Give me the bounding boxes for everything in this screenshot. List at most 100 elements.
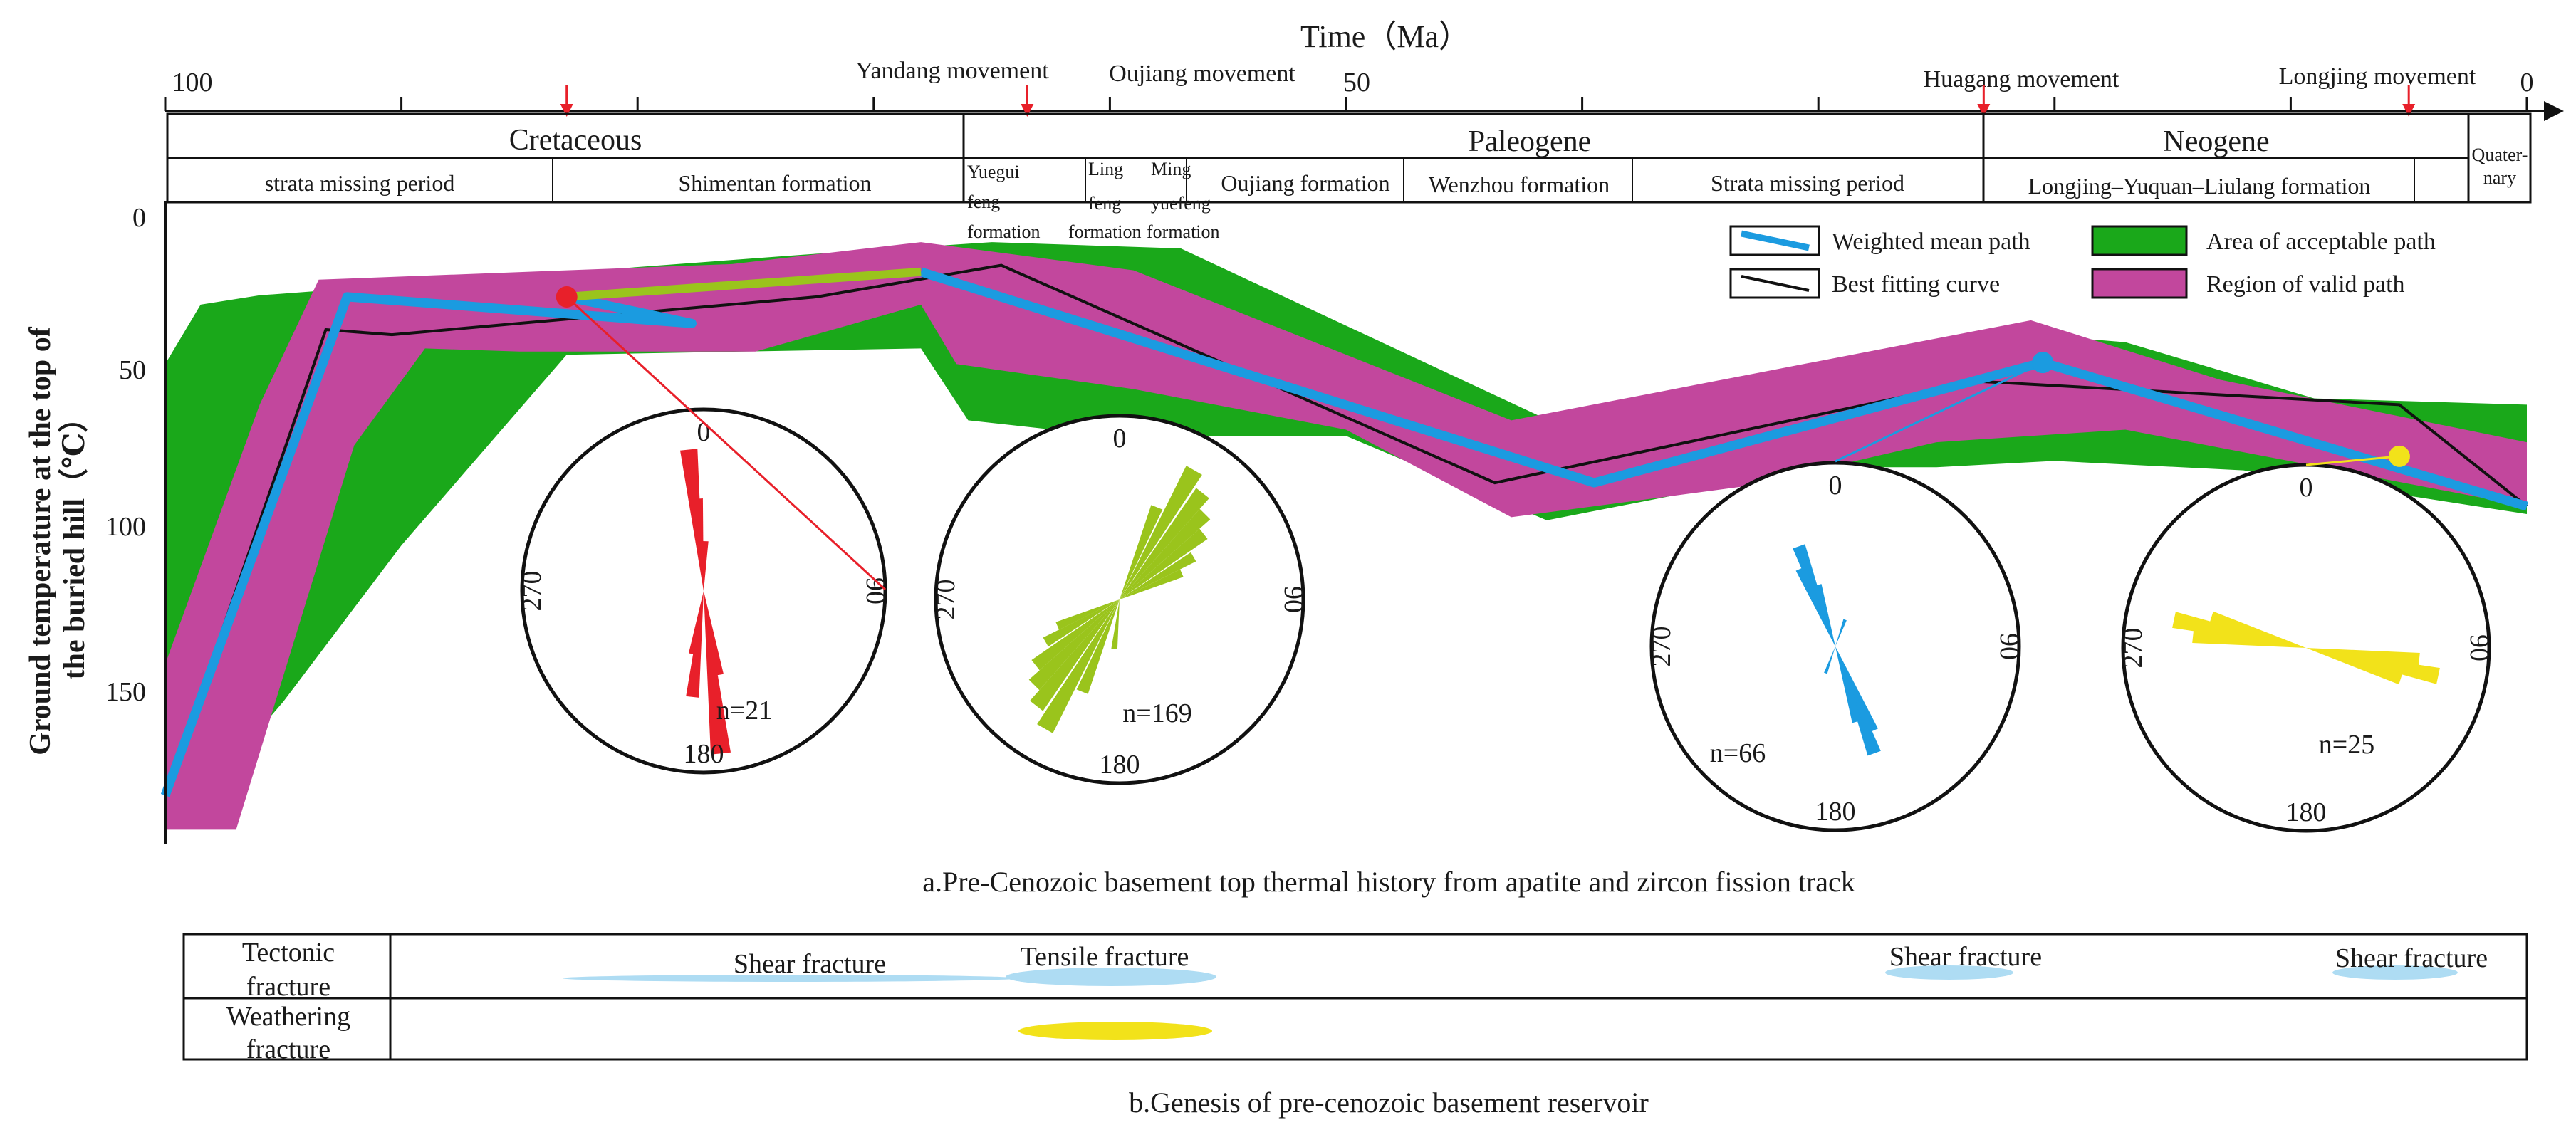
rose-petal — [1120, 505, 1163, 599]
rose-label-270: 270 — [2118, 628, 2148, 669]
rose-count-label: n=25 — [2319, 730, 2374, 760]
rose-petal — [1120, 569, 1184, 599]
rose-label-180: 180 — [1100, 750, 1140, 780]
period-quaternary: Quater- — [2472, 145, 2528, 165]
rose-petal — [1835, 646, 1878, 733]
rose-petal — [2306, 648, 2420, 667]
formation-mingyue: Ming — [1151, 159, 1191, 179]
marker-yellow — [2388, 445, 2410, 467]
rose-label-90: 90 — [1994, 633, 2024, 660]
movement-arrow-icon — [2402, 104, 2416, 117]
row-label-tectonic: Tectonic — [242, 938, 335, 968]
rose-petal — [702, 541, 709, 591]
genesis-table: Tectonic fracture Weathering fracture Sh… — [182, 933, 2528, 1064]
rose-petal — [689, 591, 704, 655]
rose-petal — [1043, 599, 1120, 647]
formation-mingyue: formation — [1147, 221, 1220, 242]
formation-lingfeng: formation — [1068, 221, 1142, 242]
rose-label-270: 270 — [931, 580, 961, 620]
legend-weighted-line — [1741, 230, 1810, 251]
legend-acceptable-label: Area of acceptable path — [2206, 229, 2436, 255]
formation-lingfeng: Ling — [1088, 159, 1123, 179]
x-tick-label: 0 — [2520, 68, 2534, 98]
caption-a: a.Pre-Cenozoic basement top thermal hist… — [922, 866, 1855, 898]
rose-diagram: 0 180 90 270 n=25 — [2118, 463, 2494, 833]
rose-petal — [1028, 599, 1120, 691]
label-tensile-fracture: Tensile fracture — [1021, 942, 1189, 972]
label-shear-fracture-2: Shear fracture — [1889, 942, 2042, 972]
tensile-fracture-band — [1006, 968, 1216, 986]
rose-petal — [1030, 599, 1120, 711]
formation-shimentan: Shimentan formation — [678, 170, 871, 196]
rose-count-label: n=21 — [716, 696, 772, 726]
caption-b: b.Genesis of pre-cenozoic basement reser… — [1129, 1086, 1649, 1119]
movement-label-yandang: Yandang movement — [855, 58, 1049, 84]
formation-lingfeng: feng — [1088, 193, 1121, 214]
rose-petal — [704, 591, 724, 676]
stratigraphy-table: Cretaceous Paleogene Neogene Quater- nar… — [166, 112, 2532, 242]
movement-arrow-icon — [1977, 104, 1991, 117]
tectonic-movements: Yandang movement Oujiang movement Huagan… — [560, 58, 2476, 117]
rose-petal — [1824, 646, 1835, 674]
rose-label-270: 270 — [517, 571, 547, 612]
rose-label-0: 0 — [1113, 424, 1127, 454]
formation-mingyue: yuefeng — [1151, 193, 1211, 214]
rose-petal — [1795, 566, 1835, 646]
x-minor-ticks — [164, 97, 2528, 111]
thermal-history-plot: 0 50 100 150 Ground temperature at the t… — [24, 201, 2528, 844]
rose-label-90: 90 — [1278, 586, 1308, 613]
rose-petal — [1120, 488, 1209, 599]
connector-blue — [1835, 361, 2043, 463]
rose-petal — [1120, 466, 1202, 599]
marker-blue — [2032, 352, 2054, 374]
connector-red — [565, 295, 887, 591]
rose-petal — [1120, 528, 1208, 599]
best-fitting-curve — [164, 263, 2528, 796]
x-axis-arrow-icon — [2544, 101, 2564, 121]
label-shear-fracture-1: Shear fracture — [734, 949, 886, 979]
legend-weighted-label: Weighted mean path — [1832, 229, 2030, 255]
formation-yuegui: formation — [967, 221, 1041, 242]
formation-longjing-yuquan-liulang: Longjing–Yuquan–Liulang formation — [2028, 173, 2371, 199]
rose-count-label: n=169 — [1122, 698, 1191, 728]
movement-label-oujiang: Oujiang movement — [1109, 61, 1295, 87]
period-cretaceous: Cretaceous — [509, 124, 642, 157]
rose-petal — [1037, 599, 1120, 733]
shear-fracture-band-3 — [2332, 965, 2458, 980]
movement-arrow-icon — [560, 104, 573, 117]
shear-fracture-band-2 — [1885, 965, 2013, 980]
movement-label-huagang: Huagang movement — [1924, 66, 2119, 93]
movement-label-longjing: Longjing movement — [2279, 63, 2476, 90]
rose-petal — [2209, 611, 2306, 648]
row-label-tectonic: fracture — [246, 972, 330, 1002]
legend-acceptable-swatch — [2091, 225, 2188, 256]
connector-yellow — [2305, 455, 2400, 466]
rose-petal — [1835, 646, 1862, 723]
rose-petal — [1076, 599, 1120, 694]
rose-label-0: 0 — [2300, 473, 2313, 503]
x-tick-label: 50 — [1343, 68, 1370, 98]
weighted-mean-path — [160, 267, 2528, 797]
y-axis-label: the buried hill（℃） — [58, 403, 91, 680]
marker-red — [556, 286, 578, 308]
formation-strata-missing: strata missing period — [265, 170, 455, 196]
rose-petal — [1835, 619, 1847, 646]
row-label-weathering: Weathering — [226, 1002, 350, 1032]
rose-petal — [2306, 648, 2403, 685]
rose-label-180: 180 — [1815, 797, 1856, 827]
legend: Weighted mean path Best fitting curve Ar… — [1729, 225, 2436, 299]
formation-wenzhou: Wenzhou formation — [1429, 172, 1610, 197]
rose-label-90: 90 — [860, 577, 890, 604]
row-label-weathering: fracture — [246, 1035, 330, 1064]
rose-petal — [680, 449, 704, 591]
rose-diagram: 0 180 90 270 n=66 — [1647, 461, 2024, 832]
rose-petal — [1120, 552, 1196, 599]
rose-petal — [1055, 599, 1120, 630]
x-tick-label: 100 — [172, 68, 213, 98]
shear-fracture-band-1 — [563, 975, 1018, 982]
movement-arrows — [560, 85, 2416, 117]
y-axis-label: Ground temperature at the top of — [24, 326, 57, 755]
formation-yuegui: Yuegui — [967, 162, 1020, 182]
period-paleogene: Paleogene — [1469, 125, 1592, 158]
